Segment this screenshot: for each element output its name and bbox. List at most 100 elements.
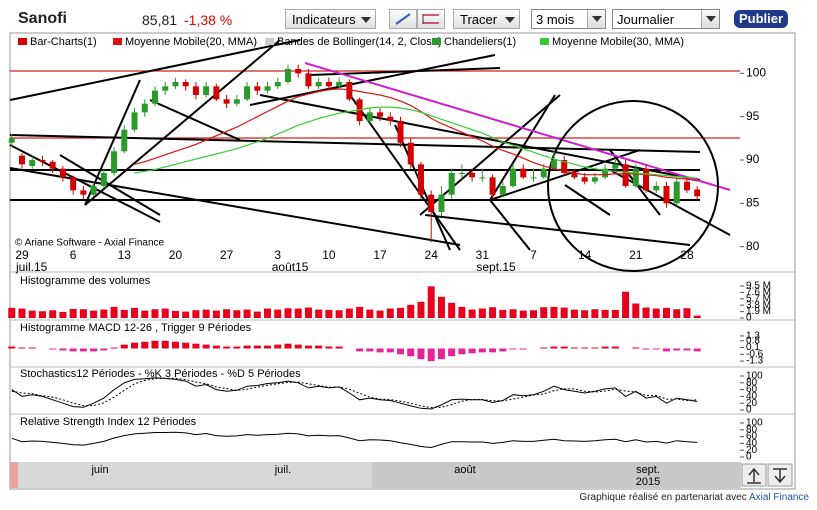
bar	[417, 301, 425, 318]
bar	[182, 311, 190, 318]
bar	[458, 306, 466, 318]
bar	[38, 311, 46, 318]
bar	[386, 348, 394, 353]
bar	[59, 348, 67, 351]
user-drawings	[9, 39, 740, 272]
line-tool-button[interactable]	[389, 9, 417, 29]
bar	[437, 296, 445, 318]
navigator-window[interactable]	[372, 462, 741, 488]
x-tick-label: 6	[70, 248, 77, 262]
y-tick-label: 40	[746, 391, 758, 402]
bar	[100, 348, 108, 351]
candle-body	[377, 112, 384, 117]
bar	[397, 348, 405, 355]
y-tick-label: 1.3	[746, 331, 760, 342]
series-line	[134, 88, 698, 182]
credit: © Ariane Software - Axial Finance	[15, 238, 165, 249]
bar	[581, 347, 589, 349]
candle-body	[489, 177, 496, 195]
bar	[397, 307, 405, 318]
bar	[141, 341, 149, 349]
x-tick-label: 14	[578, 248, 592, 262]
bar	[325, 346, 333, 349]
bar	[8, 346, 16, 349]
bar	[407, 304, 415, 318]
y-tick-label: 95	[746, 109, 760, 123]
bar	[264, 308, 272, 318]
bar	[212, 310, 220, 318]
candle-body	[366, 112, 373, 121]
y-tick-label: 5.7 M	[746, 293, 771, 304]
candle-body	[254, 86, 261, 91]
footer-link[interactable]: Axial Finance	[748, 492, 809, 503]
candle-body	[274, 82, 281, 87]
bar	[202, 309, 210, 318]
x-tick-label: 17	[373, 248, 387, 262]
bar	[49, 348, 57, 350]
bar	[223, 346, 231, 349]
bar	[376, 310, 384, 318]
bar	[376, 348, 384, 353]
candle-body	[653, 186, 660, 191]
bar	[570, 347, 578, 349]
bar	[264, 345, 272, 349]
y-tick-label: 9.5 M	[746, 281, 771, 292]
candle-body	[151, 90, 158, 104]
period-select[interactable]: 3 mois	[531, 9, 606, 29]
candle-body	[694, 189, 701, 197]
candle-body	[407, 142, 414, 165]
trend-line	[84, 39, 281, 206]
interval-select[interactable]: Journalier	[612, 9, 720, 29]
bar	[591, 309, 599, 318]
bar	[499, 309, 507, 318]
candle-body	[663, 186, 670, 204]
indicators-label: Indicateurs	[292, 12, 356, 27]
candle-body	[244, 86, 251, 100]
candle-body	[622, 164, 629, 186]
candle-body	[100, 173, 107, 186]
bar	[427, 348, 435, 362]
candle-body	[530, 177, 537, 179]
candle-body	[571, 173, 578, 178]
indicators-button[interactable]: Indicateurs	[285, 9, 376, 29]
bar	[325, 309, 333, 318]
export-icon	[747, 467, 761, 484]
bar	[530, 310, 537, 318]
legend-label: Chandeliers(1)	[444, 36, 516, 48]
bar	[601, 346, 609, 349]
panel-title: Stochastics12 Périodes - %K 3 Périodes -…	[20, 368, 301, 380]
bar	[233, 346, 241, 349]
bar	[243, 345, 251, 349]
publish-button[interactable]: Publier	[734, 10, 788, 28]
candle-body	[550, 160, 557, 169]
bar	[182, 342, 190, 349]
footer: Graphique réalisé en partenariat avec Ax…	[579, 492, 809, 503]
bar	[673, 348, 681, 351]
bar	[662, 307, 670, 318]
bar	[417, 348, 425, 360]
stock-change: -1,38 %	[184, 12, 233, 28]
bar	[212, 345, 220, 349]
bar	[437, 348, 445, 360]
bar	[28, 310, 36, 318]
candle-body	[223, 99, 230, 104]
bar	[622, 291, 630, 318]
x-tick-label: 13	[118, 248, 132, 262]
hline-tool-button[interactable]	[417, 9, 445, 29]
x-tick-label: 27	[220, 248, 234, 262]
bar	[294, 344, 302, 349]
y-tick-label: 0.8	[746, 335, 760, 346]
navigator-month: sept.	[636, 464, 660, 476]
bar	[632, 303, 640, 318]
y-tick-label: 85	[746, 196, 760, 210]
bar	[611, 346, 619, 349]
bar	[8, 307, 16, 318]
bar	[253, 345, 261, 349]
candle-body	[284, 69, 291, 82]
navigator-handle[interactable]	[10, 462, 18, 488]
draw-button[interactable]: Tracer	[453, 9, 520, 29]
bar	[243, 309, 251, 318]
stock-price: 85,81	[142, 12, 178, 28]
candle-body	[591, 177, 598, 182]
trend-line	[9, 144, 161, 223]
